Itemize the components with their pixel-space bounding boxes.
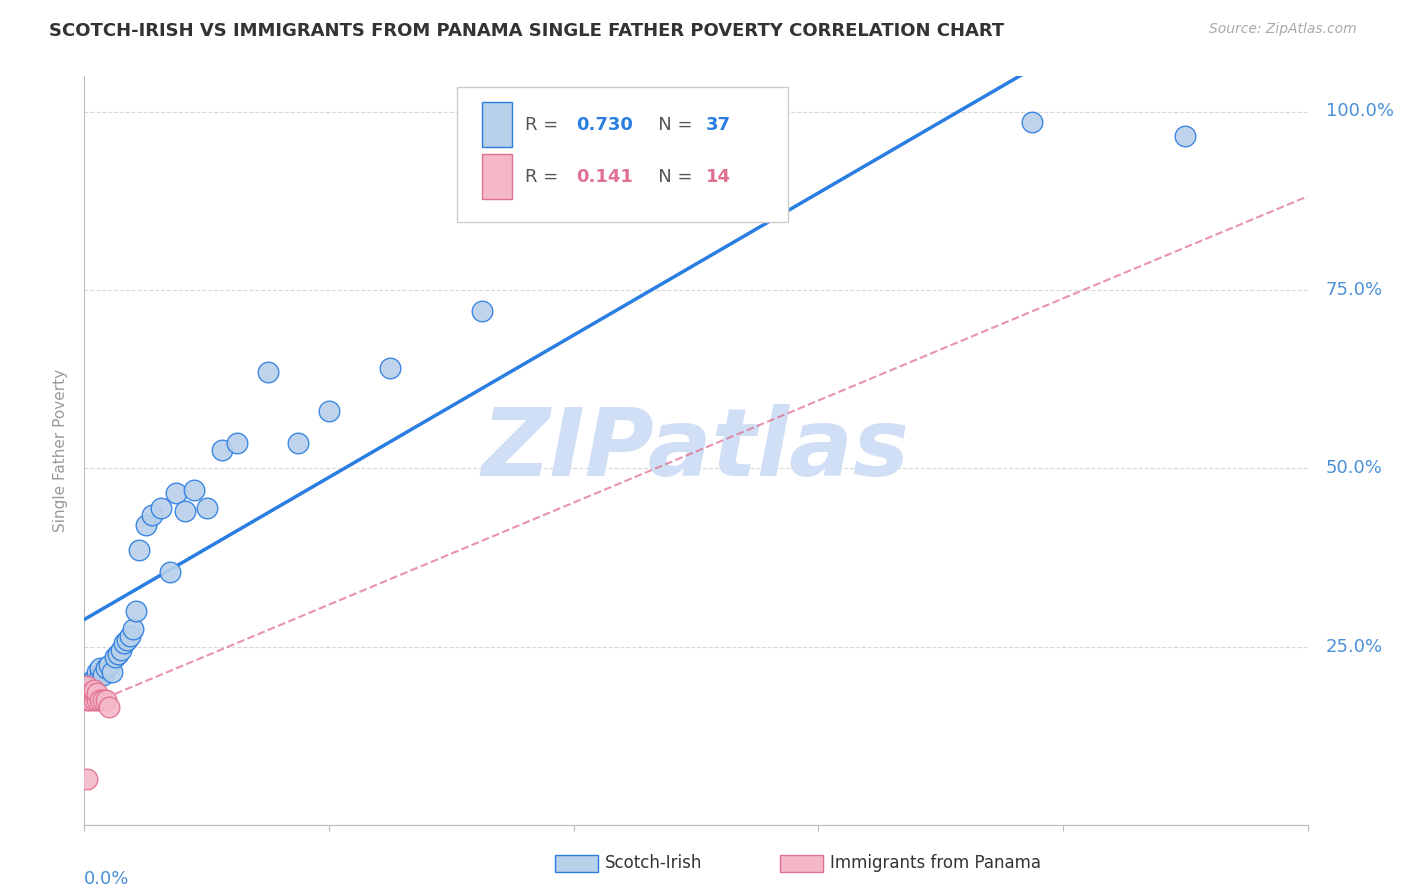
Point bbox=[94, 661, 117, 675]
Point bbox=[101, 665, 124, 679]
Point bbox=[287, 436, 309, 450]
Point bbox=[91, 693, 114, 707]
Text: R =: R = bbox=[524, 116, 564, 134]
Point bbox=[86, 686, 108, 700]
Text: SCOTCH-IRISH VS IMMIGRANTS FROM PANAMA SINGLE FATHER POVERTY CORRELATION CHART: SCOTCH-IRISH VS IMMIGRANTS FROM PANAMA S… bbox=[49, 22, 1004, 40]
FancyBboxPatch shape bbox=[482, 102, 513, 147]
Point bbox=[107, 647, 129, 661]
Text: 25.0%: 25.0% bbox=[1326, 638, 1384, 656]
Point bbox=[79, 686, 101, 700]
Point bbox=[83, 686, 105, 700]
Point bbox=[76, 679, 98, 693]
Point bbox=[257, 365, 280, 379]
Point bbox=[1174, 129, 1197, 144]
Text: Scotch-Irish: Scotch-Irish bbox=[605, 855, 702, 872]
Point bbox=[76, 686, 98, 700]
Point bbox=[76, 693, 98, 707]
Point bbox=[97, 700, 120, 714]
Point bbox=[79, 675, 101, 690]
FancyBboxPatch shape bbox=[457, 87, 787, 222]
Point bbox=[159, 565, 181, 579]
Text: 0.730: 0.730 bbox=[576, 116, 633, 134]
Text: N =: N = bbox=[641, 116, 699, 134]
Point bbox=[122, 622, 145, 636]
FancyBboxPatch shape bbox=[482, 154, 513, 200]
Point bbox=[165, 486, 187, 500]
Text: ZIPatlas: ZIPatlas bbox=[482, 404, 910, 497]
Point bbox=[211, 443, 233, 458]
Point bbox=[91, 668, 114, 682]
Point bbox=[104, 650, 127, 665]
Text: 37: 37 bbox=[706, 116, 731, 134]
Text: R =: R = bbox=[524, 168, 569, 186]
Point bbox=[128, 543, 150, 558]
Point bbox=[547, 176, 569, 190]
Point bbox=[183, 483, 205, 497]
Point bbox=[149, 500, 172, 515]
Point bbox=[97, 657, 120, 672]
Point bbox=[86, 693, 108, 707]
Text: N =: N = bbox=[641, 168, 699, 186]
Point bbox=[94, 693, 117, 707]
Y-axis label: Single Father Poverty: Single Father Poverty bbox=[53, 369, 69, 532]
Text: 100.0%: 100.0% bbox=[1326, 103, 1393, 120]
Point bbox=[226, 436, 249, 450]
Text: 0.0%: 0.0% bbox=[84, 870, 129, 888]
Point bbox=[318, 404, 340, 418]
Text: Source: ZipAtlas.com: Source: ZipAtlas.com bbox=[1209, 22, 1357, 37]
Point bbox=[1021, 115, 1043, 129]
Point bbox=[195, 500, 218, 515]
Point bbox=[89, 693, 111, 707]
Point bbox=[174, 504, 197, 518]
Point bbox=[83, 682, 105, 697]
Text: Immigrants from Panama: Immigrants from Panama bbox=[830, 855, 1040, 872]
Text: 14: 14 bbox=[706, 168, 731, 186]
Point bbox=[380, 361, 402, 376]
Point bbox=[83, 672, 105, 686]
Point bbox=[76, 772, 98, 786]
Text: 0.141: 0.141 bbox=[576, 168, 633, 186]
Point bbox=[110, 643, 132, 657]
Text: 75.0%: 75.0% bbox=[1326, 281, 1384, 299]
Point bbox=[76, 679, 98, 693]
Point bbox=[135, 518, 157, 533]
Point bbox=[86, 665, 108, 679]
Point bbox=[115, 632, 138, 647]
Point bbox=[120, 629, 142, 643]
Point bbox=[471, 304, 494, 318]
Point bbox=[89, 668, 111, 682]
Point bbox=[125, 604, 148, 618]
Point bbox=[83, 693, 105, 707]
Point bbox=[89, 661, 111, 675]
Point bbox=[141, 508, 163, 522]
Text: 50.0%: 50.0% bbox=[1326, 459, 1384, 477]
Point bbox=[79, 693, 101, 707]
Point bbox=[112, 636, 135, 650]
